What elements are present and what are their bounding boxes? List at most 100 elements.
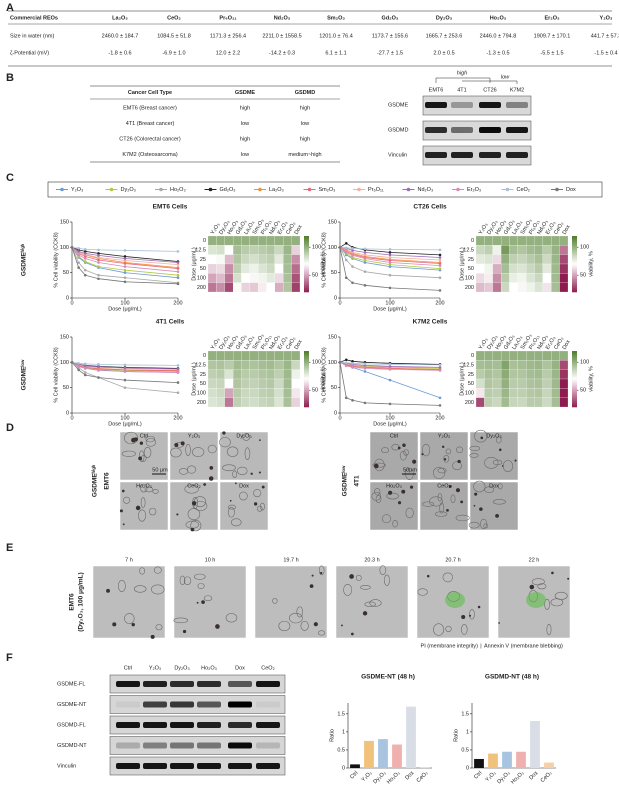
- cell: [185, 443, 191, 457]
- point: [438, 396, 442, 400]
- heatmap-cell: [216, 360, 225, 370]
- point: [388, 265, 392, 268]
- colorbar-step: [304, 360, 309, 363]
- heatmap-row-label: 200: [197, 285, 206, 291]
- point: [438, 262, 442, 265]
- series-line: [71, 247, 179, 284]
- heatmap-cell: [534, 369, 544, 380]
- heatmap-row-label: 0: [203, 238, 206, 244]
- heatmap-column-label: Y₂O₃: [210, 222, 221, 236]
- particle: [190, 527, 195, 532]
- particle: [551, 571, 554, 575]
- table-header: Y₂O₃: [600, 15, 613, 21]
- colorbar-step: [572, 379, 577, 382]
- cell: [318, 565, 325, 576]
- heatmap-cell: [274, 350, 284, 361]
- time-label: 19.7 h: [283, 557, 298, 563]
- colorbar-step: [304, 264, 309, 267]
- cell: [139, 567, 146, 575]
- colorbar-step: [572, 397, 577, 400]
- colorbar-step: [572, 399, 577, 402]
- cell: [546, 623, 552, 636]
- heatmap-cell: [475, 369, 485, 380]
- particle: [139, 441, 144, 445]
- cell: [445, 625, 452, 632]
- point: [363, 257, 367, 260]
- colorbar-step: [304, 290, 309, 293]
- legend-label: Gd₂O₃: [220, 187, 236, 193]
- heatmap-cell: [500, 245, 510, 255]
- heatmap-cell: [517, 235, 527, 246]
- point: [83, 362, 87, 366]
- cell: [139, 450, 145, 463]
- point: [388, 253, 392, 257]
- heatmap-cell: [258, 388, 267, 398]
- heatmap-cell: [517, 369, 527, 380]
- point: [176, 371, 180, 374]
- y-tick-label: 1.5: [461, 711, 469, 717]
- point: [97, 248, 100, 252]
- colorbar-tick-label: 100: [580, 245, 589, 251]
- image-label: Y₂O₃: [188, 433, 200, 439]
- particle: [311, 574, 314, 577]
- heatmap-cell: [559, 273, 569, 283]
- heatmap-cell: [484, 273, 493, 283]
- heatmap-cell: [509, 378, 518, 389]
- heatmap-cell: [517, 254, 527, 265]
- point: [97, 265, 100, 268]
- cell: [117, 579, 126, 592]
- point: [351, 249, 354, 252]
- colorbar-step: [304, 256, 309, 259]
- heatmap-cell: [216, 369, 225, 380]
- heatmap-cell: [258, 369, 267, 380]
- heatmap-cell: [559, 388, 569, 398]
- colorbar-step: [304, 250, 309, 254]
- particle: [495, 513, 499, 518]
- heatmap-cell: [258, 350, 267, 361]
- scale-bar-label: 50 μm: [152, 467, 168, 473]
- colorbar-step: [304, 375, 309, 378]
- heatmap-cell: [534, 360, 544, 370]
- particle: [448, 484, 452, 488]
- heatmap-cell: [274, 245, 284, 255]
- image-label: CeO₂: [187, 483, 200, 489]
- y-axis-label: % Cell viability (CCK8): [53, 347, 59, 402]
- blot-band: [479, 152, 501, 158]
- cell: [381, 447, 389, 454]
- point: [123, 363, 127, 367]
- heatmap-cell: [291, 378, 301, 389]
- heatmap-cell: [500, 388, 510, 398]
- panel-letter: A: [6, 2, 14, 14]
- point: [123, 259, 127, 262]
- heatmap-cell: [509, 397, 518, 408]
- y-tick-label: 100: [328, 245, 337, 251]
- legend-label: |: [480, 643, 481, 649]
- heatmap-cell: [207, 350, 217, 361]
- legend-label: Dy₂O₃: [121, 187, 136, 193]
- heatmap-cell: [291, 254, 301, 265]
- table-header: Er₂O₃: [544, 15, 560, 21]
- heatmap-cell: [492, 254, 502, 265]
- colorbar-step: [304, 364, 309, 367]
- cell: [435, 511, 448, 517]
- table-cell: -27.7 ± 1.5: [377, 50, 403, 56]
- point: [97, 277, 100, 281]
- cell: [123, 496, 131, 504]
- heatmap-cell: [224, 273, 234, 283]
- y-tick-label: 100: [60, 245, 69, 251]
- particle: [209, 466, 214, 470]
- heatmap-y-label: Dose (μg/mL): [191, 247, 197, 281]
- colorbar-step: [304, 243, 309, 246]
- particle: [121, 489, 125, 493]
- blot-band: [170, 722, 194, 728]
- heatmap-cell: [484, 245, 493, 255]
- x-tick-label: 200: [435, 415, 444, 421]
- x-tick-label: 0: [338, 415, 341, 421]
- colorbar-step: [304, 367, 309, 370]
- heatmap-cell: [559, 378, 569, 389]
- y-tick-label: 50: [331, 270, 337, 276]
- y-tick-label: 0: [66, 295, 69, 301]
- heatmap-row-label: 25: [200, 372, 206, 378]
- image-label: Ho₂O₃: [136, 483, 152, 489]
- point: [338, 361, 342, 364]
